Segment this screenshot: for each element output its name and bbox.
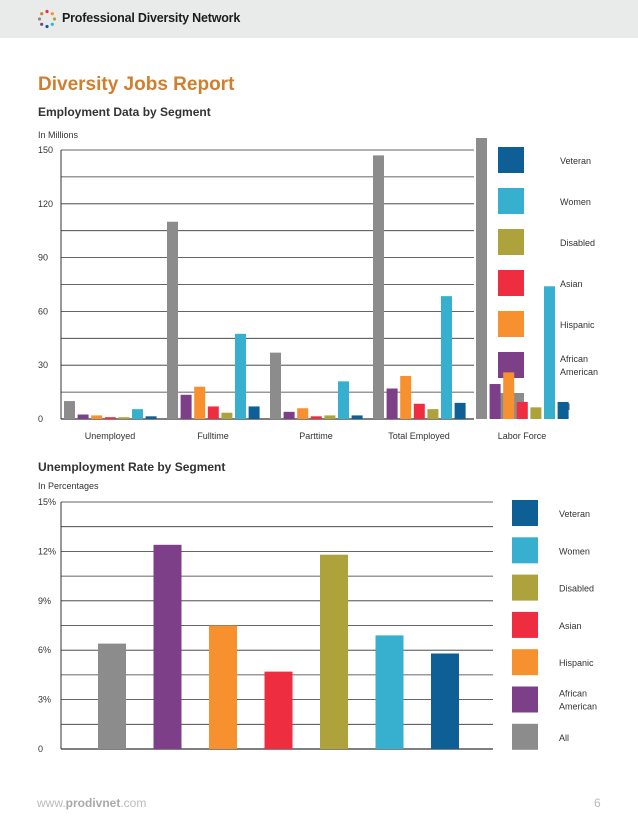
legend-swatch-african-american [512, 686, 538, 713]
legend-swatch-veteran [512, 500, 538, 526]
y-tick-label: 30 [38, 360, 48, 370]
bar-african-american-labor-force [489, 384, 501, 419]
bar-asian-parttime [310, 416, 322, 419]
bar-disabled-total-employed [427, 409, 439, 419]
bar-hispanic-parttime [297, 408, 309, 419]
bar-african-american-unemployed [77, 414, 89, 419]
legend-swatch-women [512, 537, 538, 564]
bar-all-total-employed [373, 155, 384, 419]
x-tick-label: Parttime [299, 431, 333, 441]
bar-african-american-total-employed [386, 388, 398, 419]
page-number: 6 [594, 796, 601, 810]
y-tick-label: 60 [38, 306, 48, 316]
bar-disabled [320, 554, 348, 749]
legend-label-veteran: Veteran [560, 156, 591, 166]
x-tick-label: Unemployed [85, 431, 136, 441]
bar-women-parttime [338, 381, 349, 419]
pdn-logo-icon [37, 9, 57, 29]
y-tick-label: 120 [38, 199, 53, 209]
bar-women-total-employed [441, 296, 452, 419]
legend-label-women: Women [559, 546, 590, 556]
employment-bar-chart: 0 30 60 90 120 150 Veteran Women Disabled Asian Hi… [38, 138, 598, 441]
bar-women-labor-force [544, 286, 555, 419]
bar-hispanic [209, 625, 237, 749]
bar-hispanic-total-employed [400, 375, 412, 419]
x-tick-label: Total Employed [388, 431, 450, 441]
bar-asian [264, 671, 293, 749]
bar-asian-unemployed [104, 417, 116, 419]
bar-all-unemployed [64, 401, 75, 419]
chart1-ylabel: In Millions [38, 130, 79, 140]
page-header: Professional Diversity Network [0, 0, 638, 38]
legend-label-african-american: African [559, 689, 587, 699]
bar-all [98, 643, 126, 749]
legend-swatch-veteran [498, 147, 524, 173]
bar-veteran-labor-force [557, 401, 569, 419]
bar-hispanic-labor-force [503, 372, 515, 419]
brand-name: Professional Diversity Network [62, 11, 241, 25]
y-tick-label: 0 [38, 414, 43, 424]
legend-label-asian: Asian [559, 621, 582, 631]
legend-label-all: All [559, 733, 569, 743]
legend-label-women: Women [560, 197, 591, 207]
legend-label-disabled: Disabled [559, 584, 594, 594]
bar-women-fulltime [235, 333, 246, 419]
bar-veteran-fulltime [248, 406, 260, 419]
report-title: Diversity Jobs Report [38, 74, 235, 95]
legend-swatch-asian [498, 270, 524, 296]
legend-label-asian: Asian [560, 279, 583, 289]
y-tick-label: 15% [38, 497, 56, 507]
y-tick-label: 6% [38, 645, 51, 655]
y-tick-label: 12% [38, 546, 56, 556]
y-tick-label: 9% [38, 596, 51, 606]
legend-label-african-american: African [560, 354, 588, 364]
chart2-title: Unemployment Rate by Segment [38, 460, 226, 474]
x-tick-label: Fulltime [197, 431, 229, 441]
bar-disabled-labor-force [530, 407, 542, 419]
y-tick-label: 90 [38, 253, 48, 263]
y-tick-label: 0 [38, 744, 43, 754]
y-tick-label: 150 [38, 145, 53, 155]
legend-label-african-american: American [559, 702, 597, 712]
bar-asian-fulltime [207, 406, 219, 419]
bar-hispanic-fulltime [194, 386, 206, 419]
x-tick-label: Labor Force [498, 431, 547, 441]
bar-veteran-unemployed [145, 416, 157, 419]
bar-asian-labor-force [516, 401, 528, 419]
bar-all-fulltime [167, 221, 178, 419]
chart1-title: Employment Data by Segment [38, 105, 211, 119]
legend-swatch-all [512, 723, 538, 750]
bar-african-american [153, 544, 182, 749]
legend-swatch-disabled [512, 574, 538, 601]
bar-disabled-fulltime [221, 412, 233, 419]
bar-veteran-parttime [351, 415, 363, 419]
bar-all-labor-force [476, 138, 487, 419]
legend-label-veteran: Veteran [559, 509, 590, 519]
bar-disabled-unemployed [118, 417, 130, 419]
bar-disabled-parttime [324, 415, 336, 419]
footer-url[interactable]: www.prodivnet.com [37, 796, 147, 810]
bar-all-parttime [270, 352, 281, 419]
bar-women [375, 635, 404, 749]
legend-swatch-women [498, 188, 524, 214]
legend-swatch-asian [512, 611, 538, 638]
bar-asian-total-employed [413, 403, 425, 419]
chart2-ylabel: In Percentages [38, 481, 99, 491]
bar-veteran-total-employed [454, 402, 466, 419]
unemployment-rate-bar-chart: 0 3% 6% 9% 12% 15% Veteran Women Disabled Asian Hi… [38, 497, 597, 754]
bar-hispanic-unemployed [91, 415, 103, 419]
bar-african-american-parttime [283, 411, 295, 419]
y-tick-label: 3% [38, 695, 51, 705]
legend-swatch-disabled [498, 229, 524, 255]
bar-african-american-fulltime [180, 394, 192, 419]
legend-label-hispanic: Hispanic [560, 320, 595, 330]
legend-swatch-hispanic [498, 311, 524, 337]
legend-label-disabled: Disabled [560, 238, 595, 248]
legend-swatch-hispanic [512, 649, 538, 676]
bar-veteran [431, 653, 459, 749]
legend-label-hispanic: Hispanic [559, 658, 594, 668]
legend-label-african-american: American [560, 367, 598, 377]
bar-women-unemployed [132, 409, 143, 419]
